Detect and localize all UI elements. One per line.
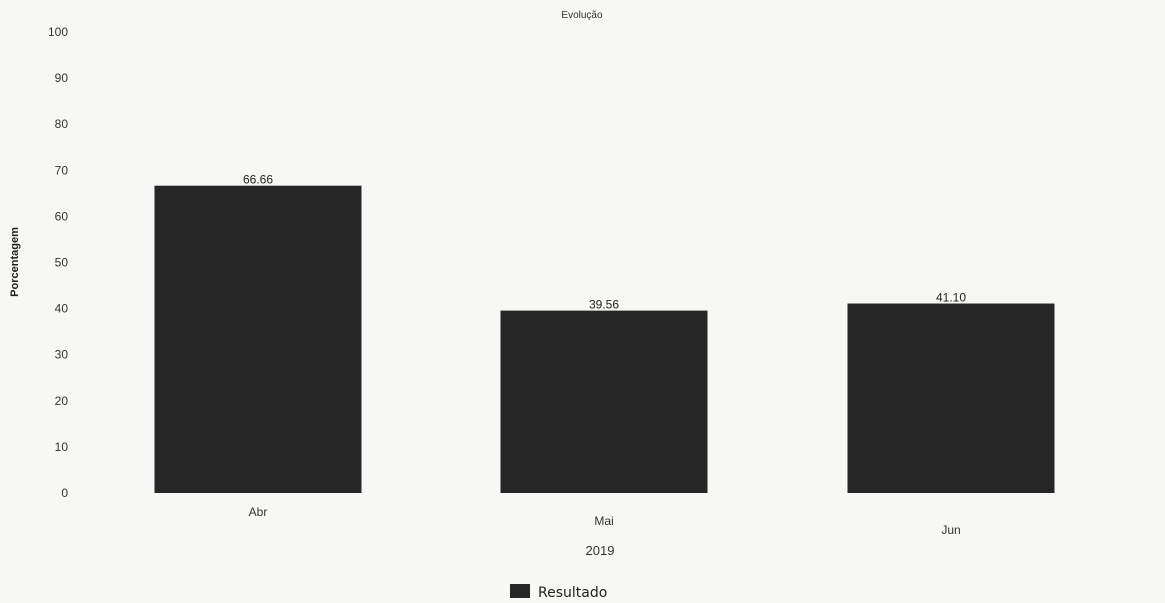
- bar-value-label: 39.56: [589, 298, 619, 312]
- bar-value-label: 66.66: [243, 173, 273, 187]
- x-tick-label: Abr: [249, 505, 268, 519]
- bar-value-label: 41.10: [936, 291, 966, 305]
- y-tick-label: 10: [55, 440, 69, 454]
- x-axis: Abr Mai Jun: [249, 505, 961, 537]
- y-axis: 0 10 20 30 40 50 60 70 80 90 100: [48, 25, 68, 500]
- legend-swatch: [510, 584, 530, 598]
- y-tick-label: 30: [55, 348, 69, 362]
- y-tick-label: 50: [55, 256, 69, 270]
- legend-label: Resultado: [538, 585, 607, 601]
- y-tick-label: 0: [61, 486, 68, 500]
- y-tick-label: 90: [55, 71, 69, 85]
- x-tick-label: Mai: [594, 514, 613, 528]
- legend: Resultado: [510, 584, 607, 601]
- bar-jun: [847, 303, 1055, 493]
- y-tick-label: 100: [48, 25, 68, 39]
- y-tick-label: 70: [55, 163, 69, 177]
- bar-mai: [500, 310, 708, 493]
- chart-title: Evolução: [561, 10, 603, 21]
- y-tick-label: 40: [55, 302, 69, 316]
- y-axis-label: Porcentagem: [9, 227, 21, 297]
- bar-abr: [154, 185, 362, 494]
- bars-group: 66.66 39.56 41.10: [154, 173, 1055, 494]
- x-tick-label: Jun: [941, 523, 960, 537]
- y-tick-label: 20: [55, 394, 69, 408]
- y-tick-label: 60: [55, 209, 69, 223]
- y-tick-label: 80: [55, 117, 69, 131]
- x-axis-label: 2019: [586, 543, 615, 558]
